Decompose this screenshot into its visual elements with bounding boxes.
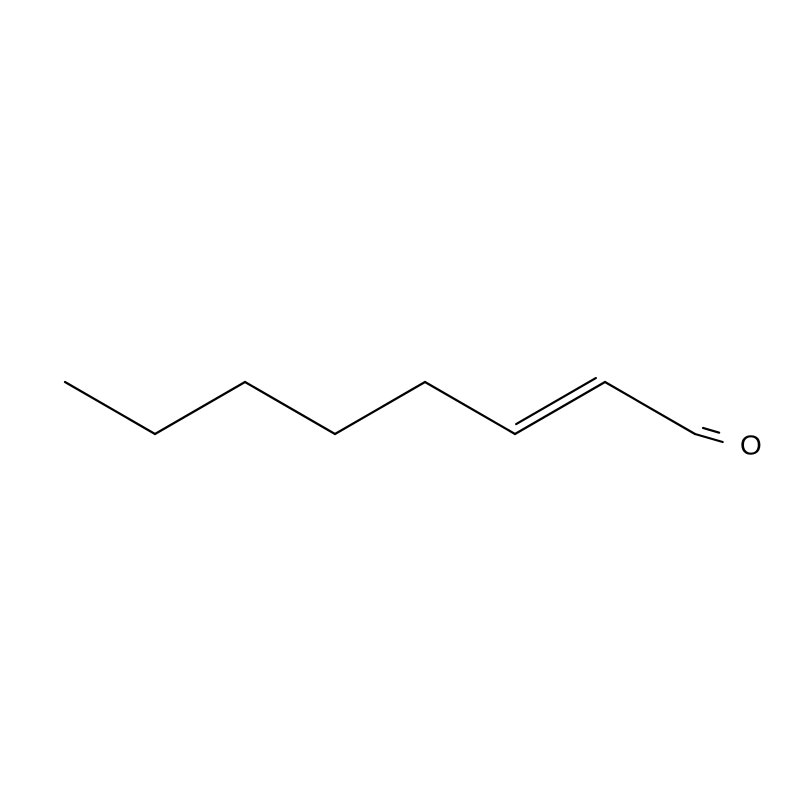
molecule-diagram: O [0, 0, 800, 800]
bond-line [155, 382, 245, 434]
bond-line [65, 382, 155, 434]
bond-line [703, 428, 719, 433]
bond-line [245, 382, 335, 434]
bond-line [515, 382, 605, 434]
bond-line [695, 434, 723, 442]
bond-line [425, 382, 515, 434]
atom-label: O [740, 429, 762, 460]
atom-label-layer: O [740, 429, 762, 460]
bond-layer [65, 378, 723, 442]
bond-line [335, 382, 425, 434]
bond-line [516, 378, 596, 424]
bond-line [605, 382, 695, 434]
